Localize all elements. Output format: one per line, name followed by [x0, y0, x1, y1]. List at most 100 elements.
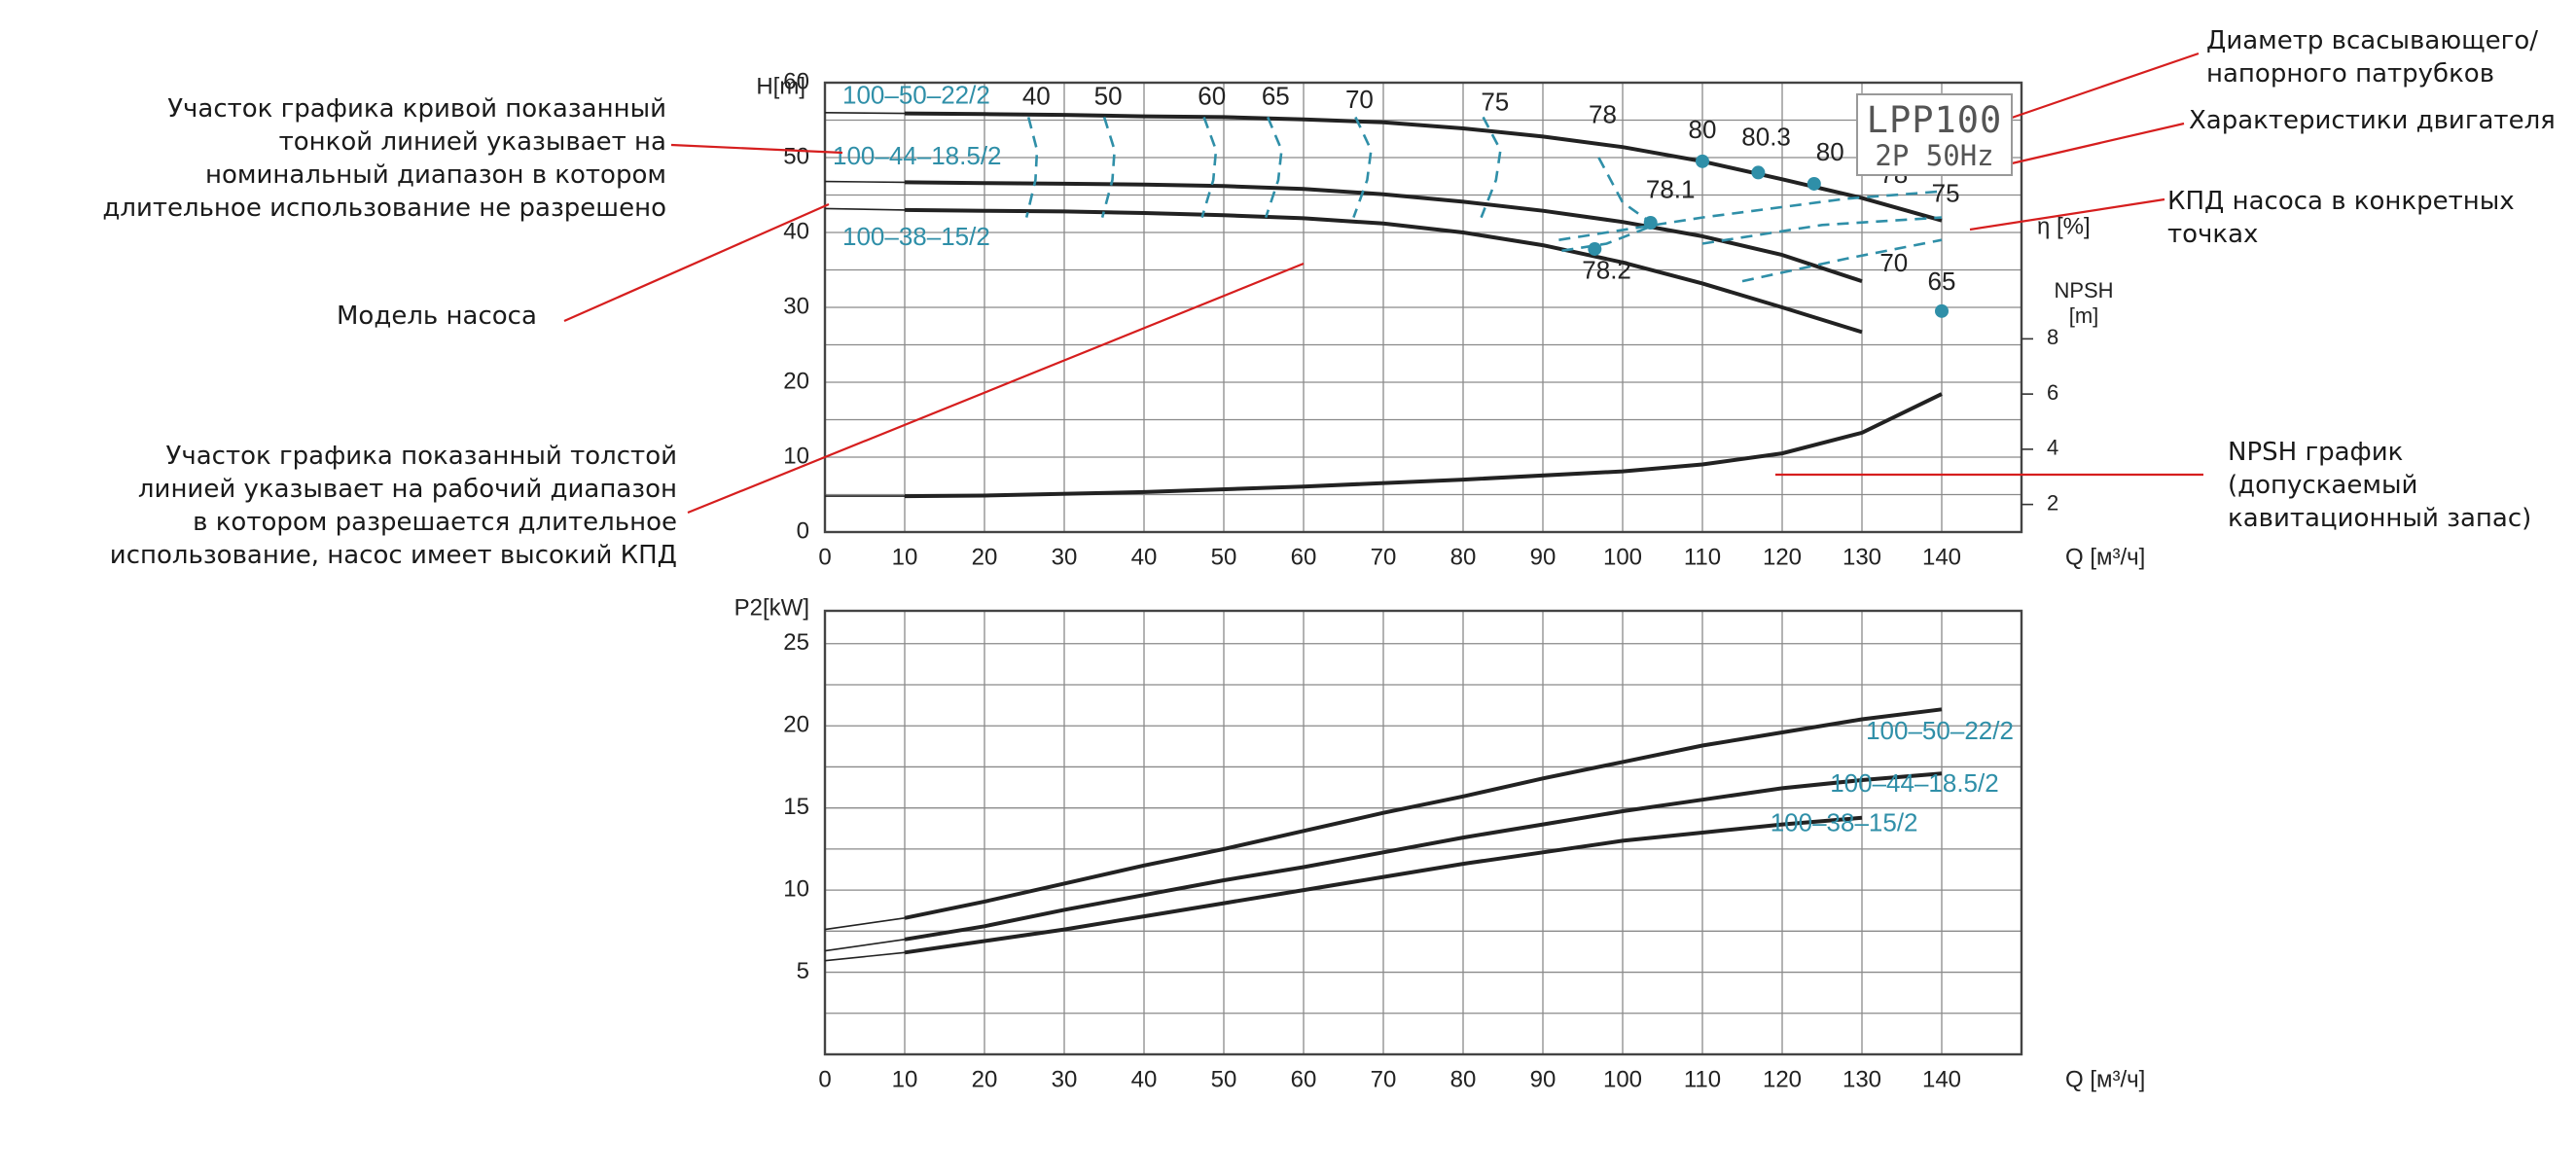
power-model-label-1: 100–44–18.5/2 — [1830, 768, 1999, 798]
power-x-tick: 130 — [1843, 1066, 1881, 1092]
power-y-tick: 15 — [783, 794, 809, 820]
head-x-tick: 0 — [818, 544, 831, 570]
efficiency-label: 78.2 — [1582, 256, 1631, 285]
head-x-tick: 130 — [1843, 544, 1881, 570]
head-y-tick: 30 — [783, 293, 809, 319]
head-chart: 0 10 20 30 40 50 60 70 80 90 100 110 120 130 140010203… — [756, 68, 2145, 570]
power-x-tick: 10 — [892, 1066, 918, 1092]
head-x-tick: 30 — [1052, 544, 1078, 570]
head-y-tick: 0 — [797, 517, 809, 544]
efficiency-label: 70 — [1345, 85, 1374, 114]
annotation-motor: Характеристики двигателя — [2189, 106, 2556, 135]
power-x-tick: 30 — [1052, 1066, 1078, 1092]
efficiency-curve — [1100, 117, 1117, 218]
power-x-tick: 80 — [1450, 1066, 1477, 1092]
head-frame — [823, 81, 2023, 534]
head-x-tick: 120 — [1763, 544, 1802, 570]
efficiency-curve — [1558, 190, 1943, 241]
head-x-tick: 20 — [972, 544, 998, 570]
head-x-tick: 80 — [1450, 544, 1477, 570]
power-y-tick: 20 — [783, 712, 809, 738]
efficiency-label: 70 — [1879, 248, 1908, 277]
efficiency-label: 80 — [1816, 137, 1844, 166]
power-curve-0 — [904, 707, 1943, 920]
efficiency-point — [1643, 215, 1658, 230]
efficiency-label: 78.1 — [1646, 175, 1696, 204]
efficiency-curve — [1741, 238, 1943, 283]
badge-motor: 2P 50Hz — [1875, 139, 1994, 172]
power-y-tick: 10 — [783, 875, 809, 902]
efficiency-curve — [1200, 116, 1218, 218]
power-model-label-2: 100–38–15/2 — [1771, 807, 1918, 836]
efficiency-point — [1807, 176, 1821, 191]
leader-line — [1969, 197, 2165, 231]
power-x-tick: 90 — [1530, 1066, 1556, 1092]
power-curve-thin-2 — [824, 951, 906, 962]
npsh-title: NPSH — [2054, 278, 2113, 302]
head-x-tick: 70 — [1371, 544, 1397, 570]
head-x-tick: 140 — [1922, 544, 1961, 570]
annotation-npsh: NPSH график (допускаемый кавитационный з… — [2228, 436, 2576, 535]
head-x-tick: 90 — [1530, 544, 1556, 570]
head-curve-2 — [904, 207, 1863, 335]
efficiency-point — [1751, 165, 1766, 180]
annotation-thick-line: Участок графика показанный толстой линие… — [97, 440, 677, 572]
power-frame — [823, 609, 2023, 1056]
head-y-tick: 60 — [783, 68, 809, 94]
power-curve-1 — [904, 771, 1943, 942]
head-curve-1 — [904, 180, 1863, 283]
annotation-thin-line-4: длительное использование не разрешено — [102, 194, 666, 223]
leader-line — [670, 143, 843, 155]
efficiency-label: 50 — [1094, 81, 1123, 110]
efficiency-curve — [1480, 116, 1502, 219]
power-x-tick: 110 — [1684, 1066, 1721, 1092]
power-curve-2 — [904, 815, 1863, 955]
npsh-y-tick: 4 — [2047, 436, 2058, 460]
efficiency-label: 60 — [1198, 81, 1226, 110]
power-x-tick: 100 — [1603, 1066, 1642, 1092]
efficiency-label: 80 — [1689, 115, 1717, 144]
power-curve-thin-1 — [824, 939, 906, 952]
head-curve-0 — [904, 111, 1943, 223]
annotation-thin-line-3: номинальный диапазон в котором — [205, 160, 666, 190]
annotation-thick-line-1: Участок графика показанный толстой — [165, 442, 677, 471]
annotation-npsh-2: кавитационный запас) — [2228, 504, 2532, 533]
power-y-label: P2[kW] — [734, 594, 809, 621]
efficiency-label: 75 — [1481, 87, 1509, 116]
head-x-tick: 60 — [1291, 544, 1317, 570]
efficiency-point — [1588, 241, 1602, 256]
annotation-thick-line-4: использование, насос имеет высокий КПД — [109, 541, 677, 570]
leader-line — [2011, 122, 2185, 165]
model-label-1: 100–44–18.5/2 — [833, 141, 1002, 170]
efficiency-label: 65 — [1928, 267, 1956, 296]
head-y-label: H[m] — [756, 73, 805, 99]
power-model-label-0: 100–50–22/2 — [1866, 716, 2014, 745]
power-y-tick: 5 — [797, 958, 809, 984]
annotation-thick-line-2: линией указывает на рабочий диапазон — [137, 475, 677, 504]
power-x-tick: 70 — [1371, 1066, 1397, 1092]
power-y-tick: 25 — [783, 629, 809, 656]
efficiency-label: 65 — [1262, 81, 1290, 110]
power-x-tick: 50 — [1211, 1066, 1237, 1092]
power-x-tick: 140 — [1922, 1066, 1961, 1092]
efficiency-curve — [1558, 157, 1658, 253]
efficiency-point — [1935, 303, 1949, 318]
head-y-tick: 20 — [783, 368, 809, 394]
annotation-efficiency: КПД насоса в конкретных точках — [2167, 187, 2515, 249]
leader-line — [2011, 52, 2200, 120]
efficiency-label: 75 — [1932, 178, 1960, 207]
annotation-diameter: Диаметр всасывающего/ напорного патрубко… — [2206, 24, 2538, 90]
efficiency-label: 40 — [1022, 81, 1051, 110]
annotation-diameter-1: Диаметр всасывающего/ — [2206, 26, 2538, 55]
power-x-label: Q [м³/ч] — [2065, 1066, 2145, 1092]
annotation-thin-line-1: Участок графика кривой показанный — [167, 94, 666, 124]
annotation-diameter-2: напорного патрубков — [2206, 59, 2495, 89]
power-x-tick: 0 — [818, 1066, 831, 1092]
head-x-tick: 10 — [892, 544, 918, 570]
annotation-npsh-1: NPSH график (допускаемый — [2228, 438, 2418, 500]
npsh-y-tick: 2 — [2047, 490, 2058, 515]
efficiency-curve — [1024, 117, 1039, 218]
power-x-tick: 20 — [972, 1066, 998, 1092]
power-chart: 0 10 20 30 40 50 60 70 80 90 100 110 120 130 140 5 10 15 2… — [734, 594, 2146, 1092]
